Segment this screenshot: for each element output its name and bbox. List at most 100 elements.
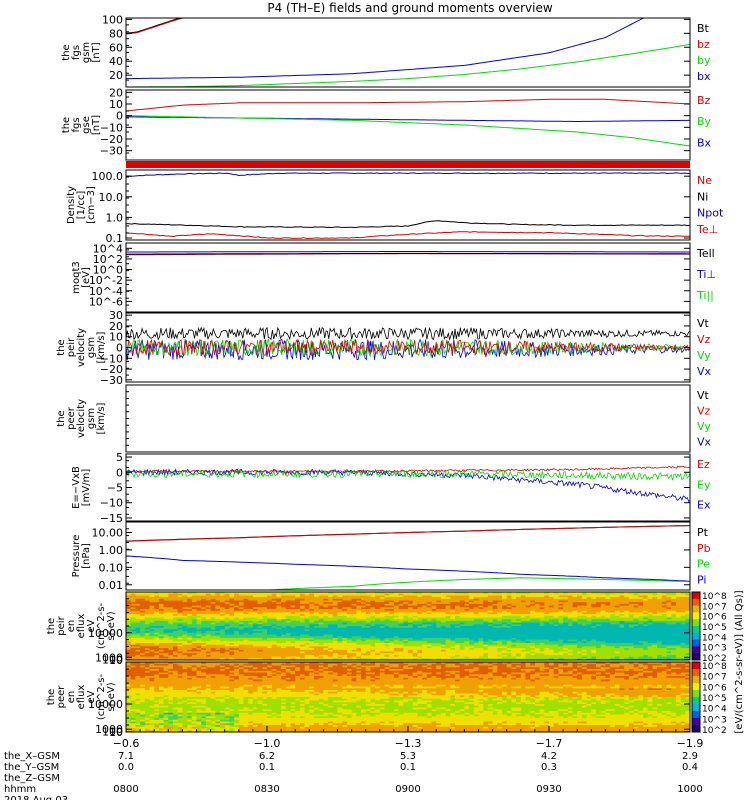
series-Ti	[126, 251, 690, 253]
legend-bz: bz	[697, 38, 710, 51]
colorbar-cell	[692, 683, 700, 691]
series-Bx	[126, 115, 690, 147]
ytick-label: −20	[100, 133, 123, 146]
ylabel-line: (cm^2-s-	[96, 673, 107, 720]
ytick-label: 0	[116, 342, 123, 355]
colorbar-tick-label: 10^4	[702, 705, 727, 715]
panel-temperature: 10^410^210^010^-210^-410^-6 moqt3 [eV] Tell…	[71, 242, 716, 313]
legend-Ex: Ex	[697, 499, 711, 512]
xtick-label: −0.6	[113, 737, 140, 750]
ytick-label: 10^2	[93, 253, 123, 266]
ylabel-line: (cm^2-s-	[96, 602, 107, 649]
colorbar-cell	[692, 653, 700, 661]
colorbar-cell	[692, 612, 700, 620]
panel-efield: 5 0 −5 −10 −15 E=−VxB [mV/m] Ez Ey Ex	[71, 451, 711, 525]
ylabel-line: fgs	[71, 117, 82, 132]
colorbar-cell	[692, 669, 700, 677]
ylabel-line: peir	[56, 615, 67, 635]
legend-Pi: Pi	[697, 573, 706, 586]
legend-Ne: Ne	[697, 174, 712, 187]
xaxis-row-value: 1000	[677, 784, 702, 795]
ylabel-line: en	[66, 691, 77, 704]
series-bx	[126, 18, 645, 80]
colorbar-tick-label: 10^5	[702, 694, 727, 704]
plot-area	[126, 592, 690, 660]
xaxis-row-value: 0.3	[541, 762, 557, 773]
ytick-label: 0	[116, 466, 123, 479]
ytick-label: 10^4	[93, 242, 123, 255]
legend-Vy: Vy	[697, 420, 711, 433]
ylabel-line: velocity	[76, 328, 87, 367]
legend-Ti⊥: Ti⊥	[696, 268, 716, 281]
chart-title: P4 (TH–E) fields and ground moments over…	[267, 1, 552, 15]
legend-Vx: Vx	[697, 365, 712, 378]
legend-Vx: Vx	[697, 436, 712, 449]
ylabel-line: sr-eV)	[106, 682, 117, 711]
plot-area	[126, 172, 690, 239]
ytick-label: 40	[109, 55, 123, 68]
ylabel-line: eflux	[76, 685, 87, 710]
series-Bt	[126, 18, 182, 34]
ylabel-line: [km/s]	[96, 402, 107, 434]
ylabel-line: [nT]	[91, 115, 102, 135]
ytick-label: 100	[102, 726, 123, 739]
xaxis-row-value: 6.2	[259, 751, 275, 762]
series-Ne	[126, 231, 690, 239]
ytick-label: 60	[109, 41, 123, 54]
colorbar-cell	[692, 626, 700, 634]
xaxis-row-value: 2.9	[682, 751, 698, 762]
plot-area	[126, 18, 690, 87]
colorbar-tick-label: 10^8	[702, 662, 727, 672]
colorbar-cell	[692, 646, 700, 654]
ylabel-line: the	[46, 618, 57, 634]
ytick-label: 10^-2	[89, 274, 123, 287]
ylabel-line: the	[61, 44, 72, 60]
ytick-label: −30	[100, 374, 123, 387]
series-Pi	[126, 555, 690, 582]
series-Ni	[126, 220, 690, 229]
colorbar-cell	[692, 605, 700, 613]
ytick-label: 0.10	[99, 561, 124, 574]
legend-by: by	[697, 54, 711, 67]
legend-Ti||: Ti||	[696, 289, 714, 302]
ytick-label: 10	[109, 654, 123, 667]
ylabel-line: eV	[86, 619, 97, 632]
xtick-label: −1.9	[677, 737, 704, 750]
colorbar-cell	[692, 639, 700, 647]
panel-frame	[125, 384, 691, 453]
ytick-label: 10^0	[93, 264, 123, 277]
colorbar-tick-label: 10^7	[702, 673, 727, 683]
ytick-label: 100	[102, 13, 123, 26]
legend-Te⊥: Te⊥	[696, 223, 718, 236]
ylabel-line: the	[56, 410, 67, 426]
ytick-label: 100	[102, 654, 123, 667]
legend-Bt: Bt	[697, 22, 710, 35]
plot-area	[126, 662, 690, 732]
colorbar-cell	[692, 598, 700, 607]
series-Ey	[126, 469, 690, 481]
xaxis-row-value: 5.3	[400, 751, 416, 762]
xaxis-row-label: the_Y–GSM	[4, 762, 59, 773]
legend-bx: bx	[697, 70, 711, 83]
legend-Vz: Vz	[697, 333, 711, 346]
series-Tell	[126, 252, 690, 255]
legend-Pt: Pt	[697, 526, 709, 539]
ylabel-line: gsm	[81, 42, 92, 63]
legend-Ez: Ez	[697, 458, 710, 471]
ytick-label: −10	[100, 497, 123, 510]
ylabel-line: [nT]	[91, 42, 102, 62]
xaxis-row-value: 0900	[395, 784, 420, 795]
legend-Vt: Vt	[697, 389, 710, 402]
series-Ex	[126, 468, 690, 503]
panel-frame	[125, 17, 691, 88]
ytick-label: 10	[109, 331, 123, 344]
ytick-label: 0	[116, 110, 123, 123]
colorbar-label: [eV/(cm^2-s-sr-eV)] (All Qs)]	[734, 590, 745, 733]
xaxis-row-label: the_Z–GSM	[4, 773, 60, 784]
ytick-label: 10.0	[99, 191, 124, 204]
xaxis-date: 2018 Aug 03	[4, 795, 68, 800]
colorbar-cell	[692, 676, 700, 684]
